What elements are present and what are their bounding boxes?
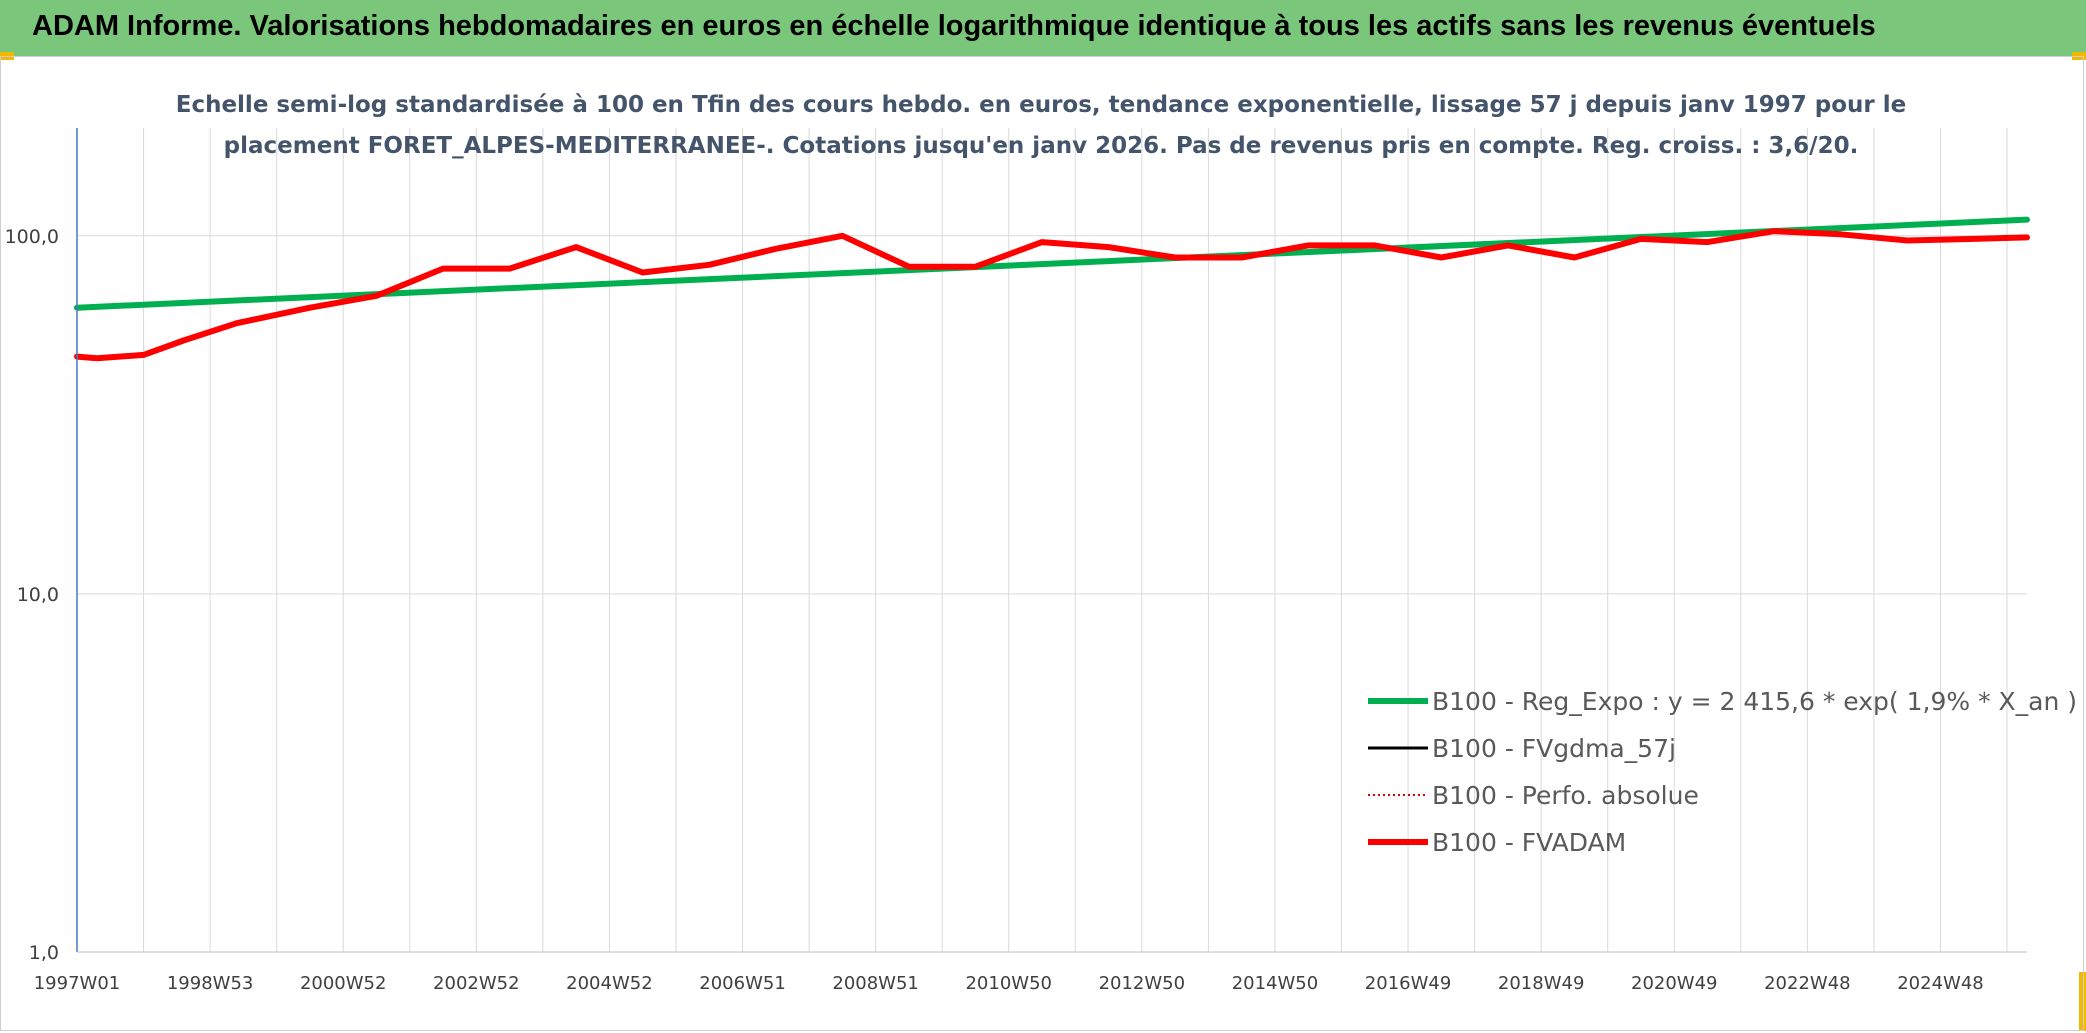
corner-mark-bottom-right <box>2079 972 2086 1031</box>
chart-subtitle-line-1: Echelle semi-log standardisée à 100 en T… <box>176 92 1907 118</box>
y-tick-label: 1,0 <box>29 942 59 964</box>
y-tick-label: 10,0 <box>17 584 59 606</box>
chart-subtitle-line-2: placement FORET_ALPES-MEDITERRANEE-. Cot… <box>224 133 1859 159</box>
x-tick-label: 2024W48 <box>1897 973 1984 994</box>
y-tick-labels: 1,0 10,0 100,0 <box>5 226 59 964</box>
x-tick-label: 2020W49 <box>1631 973 1718 994</box>
legend-label-1: B100 - FVgdma_57j <box>1432 734 1676 763</box>
x-tick-label: 2012W50 <box>1099 973 1186 994</box>
legend: B100 - Reg_Expo : y = 2 415,6 * exp( 1,9… <box>1368 687 2077 857</box>
page-title: ADAM Informe. Valorisations hebdomadaire… <box>32 10 1876 42</box>
y-tick-label: 100,0 <box>5 226 59 248</box>
x-tick-label: 2018W49 <box>1498 973 1585 994</box>
x-tick-label: 2000W52 <box>300 973 387 994</box>
header-banner: ADAM Informe. Valorisations hebdomadaire… <box>0 0 2086 56</box>
legend-label-3: B100 - FVADAM <box>1432 828 1626 857</box>
x-tick-label: 2006W51 <box>699 973 786 994</box>
legend-label-0: B100 - Reg_Expo : y = 2 415,6 * exp( 1,9… <box>1432 687 2077 716</box>
x-tick-label: 2022W48 <box>1764 973 1851 994</box>
x-tick-label: 2014W50 <box>1232 973 1319 994</box>
x-tick-labels: 1997W01 1998W53 2000W52 2002W52 2004W52 2006W… <box>34 973 1984 994</box>
x-tick-label: 1997W01 <box>34 973 121 994</box>
x-tick-label: 2010W50 <box>965 973 1052 994</box>
x-tick-label: 2016W49 <box>1365 973 1452 994</box>
chart-frame <box>0 56 2084 1031</box>
x-tick-label: 1998W53 <box>167 973 254 994</box>
legend-label-2: B100 - Perfo. absolue <box>1432 781 1699 810</box>
series-layer <box>74 216 2030 362</box>
series-line-0 <box>74 216 2030 311</box>
series-line-3 <box>74 228 2030 362</box>
x-tick-label: 2002W52 <box>433 973 520 994</box>
x-tick-label: 2008W51 <box>832 973 919 994</box>
grid-lines <box>77 128 2027 952</box>
x-tick-label: 2004W52 <box>566 973 653 994</box>
